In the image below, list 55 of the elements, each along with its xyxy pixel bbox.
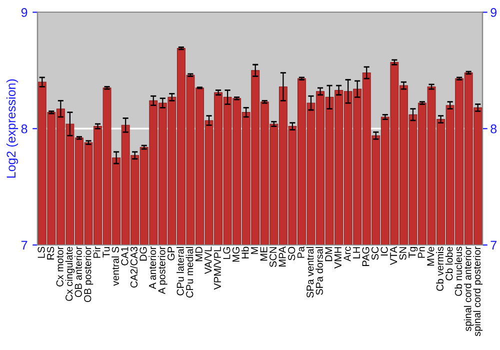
x-tick-label: Tu (102, 247, 110, 258)
x-tick-label: MG (232, 247, 240, 262)
x-tick-label: A posterior (158, 246, 168, 294)
x-tick-label: MVe (427, 246, 434, 266)
x-tick-label: Hb (241, 246, 249, 258)
x-tick-label: CA1 (121, 246, 128, 266)
x-tick-label: Cb nucleus (454, 246, 462, 296)
x-tick-label: CA2/CA3 (130, 246, 138, 288)
x-tick-label: VMH (334, 247, 342, 269)
x-tick-label: GP (168, 246, 175, 260)
y-tick-label: 9 (21, 8, 28, 17)
x-tick-label: MD (195, 246, 202, 262)
x-tick-label: VTA (390, 246, 398, 266)
x-tick-label: SPa dorsal (316, 247, 323, 295)
x-tick-label: VA/VL (204, 246, 212, 274)
y-tick-label: 8 (21, 124, 28, 134)
x-tick-label: Pir (93, 246, 100, 258)
x-tick-label: spinal cord anterior (464, 246, 474, 332)
x-tick-label: MPA (278, 246, 286, 266)
x-tick-label: LG (223, 247, 230, 259)
x-tick-label: Arc (344, 246, 351, 262)
x-tick-label: Cx motor (56, 246, 64, 286)
y2-tick-label: 9 (490, 8, 496, 17)
x-tick-label: SCN (270, 247, 277, 268)
x-tick-label: LS (38, 246, 45, 258)
x-tick-label: OB posterior (84, 246, 94, 302)
x-tick-label: DG (140, 247, 147, 261)
x-tick-label: OB anterior (74, 246, 82, 298)
x-tick-label: SPa ventral (306, 247, 314, 298)
x-tick-label: LH (353, 247, 360, 258)
y2-tick-label: 7 (490, 240, 496, 250)
x-tick-label: CPu medial (186, 247, 194, 298)
x-tick-label: SN (399, 247, 406, 260)
x-tick-label: spinal cord posterior (473, 246, 483, 336)
x-tick-label: Cb vermis (436, 246, 444, 291)
x-tick-label: CPu lateral (176, 247, 184, 296)
x-tick-label: SC (371, 246, 379, 260)
x-tick-label: PAG (362, 247, 370, 266)
x-tick-label: Cx cingulate (65, 246, 75, 301)
x-tick-label: VPM/VPL (214, 246, 221, 290)
x-tick-label: Cb lobe (445, 246, 453, 280)
y-tick-label: 7 (21, 240, 28, 250)
x-tick-label: DM (325, 247, 332, 262)
x-tick-label: ME (260, 246, 268, 261)
x-tick-label: IC (380, 246, 388, 256)
x-tick-label: Pn (418, 247, 425, 258)
x-tick-label: SO (288, 246, 296, 260)
x-tick-label: A anterior (148, 246, 156, 290)
y-axis-title: Log2 (expression) (6, 79, 18, 178)
x-tick-label: Tg (408, 247, 418, 258)
x-tick-label: Pa (297, 246, 304, 258)
x-tick-label: ventral S (112, 246, 119, 286)
y2-tick-label: 8 (490, 124, 497, 134)
x-tick-label: M (251, 247, 258, 254)
x-tick-label: RS (47, 246, 54, 260)
